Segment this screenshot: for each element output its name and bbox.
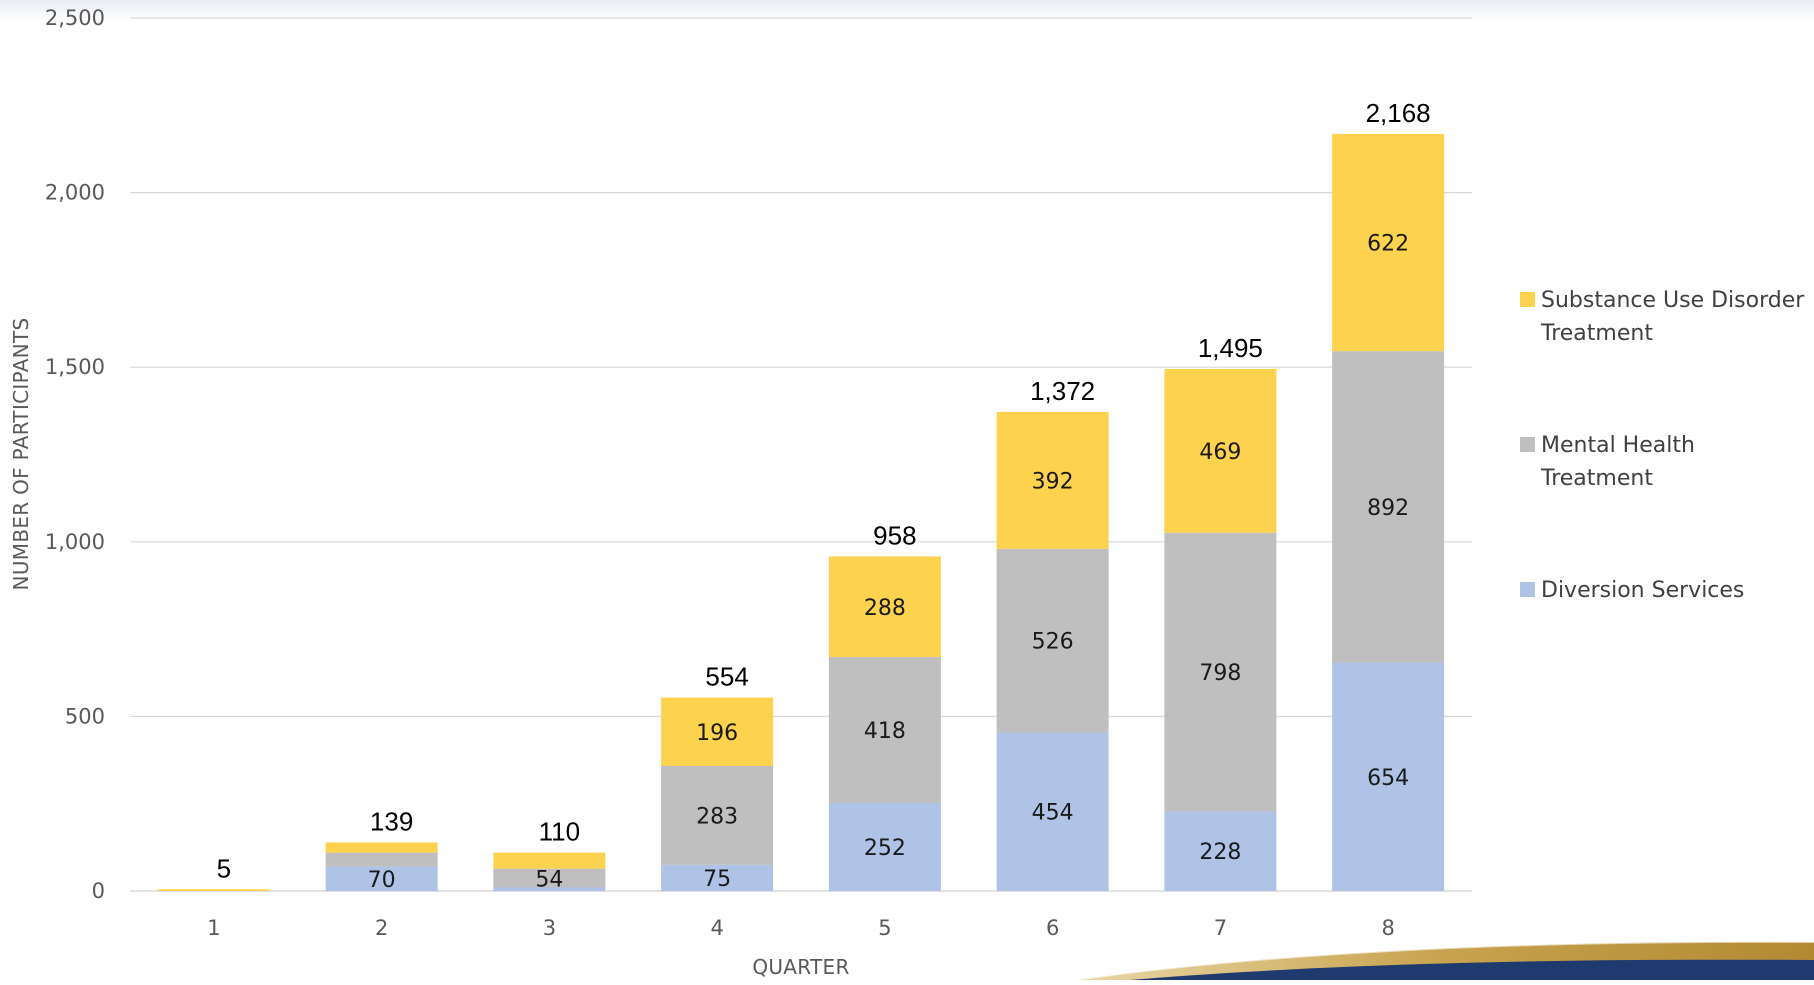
x-tick-label: 3	[543, 916, 556, 940]
bar-segment	[828, 657, 941, 804]
y-tick-label: 1,500	[45, 355, 105, 379]
decorative-swoosh	[1074, 940, 1814, 981]
axis-titles: QUARTER NUMBER OF PARTICIPANTS	[9, 318, 849, 979]
x-tick-label: 8	[1381, 916, 1394, 940]
y-axis: 0 500 1,000 1,500 2,000 2,500	[45, 6, 105, 903]
bar-segment	[325, 866, 438, 891]
data-label: 454	[1032, 801, 1074, 826]
bar-segment	[828, 803, 941, 891]
data-label: 283	[696, 804, 738, 829]
legend-label: Substance Use Disorder	[1541, 288, 1805, 313]
y-tick-label: 2,000	[45, 181, 105, 205]
total-label: 554	[705, 662, 748, 692]
data-label: 654	[1367, 766, 1409, 791]
data-label: 469	[1199, 440, 1241, 465]
x-tick-label: 2	[375, 916, 388, 940]
data-label: 622	[1367, 232, 1409, 257]
total-label: 110	[539, 817, 580, 847]
total-label: 139	[370, 806, 413, 836]
bar-segment	[493, 868, 606, 888]
x-tick-label: 1	[207, 916, 220, 940]
y-tick-label: 2,500	[45, 6, 105, 30]
data-label: 70	[368, 868, 396, 893]
bars: 5 70 139 54 110 75 283 196 554 252 418 288 958 454 526…	[157, 98, 1445, 893]
bar-segment	[661, 697, 774, 766]
top-fade-band	[0, 0, 1814, 22]
bar-segment	[325, 852, 438, 867]
bar-segment	[1332, 133, 1445, 352]
bar-segment	[325, 842, 438, 853]
legend-label: Treatment	[1540, 321, 1653, 346]
bar-segment	[493, 852, 606, 869]
bar-segment	[1332, 351, 1445, 663]
y-tick-label: 1,000	[45, 530, 105, 554]
data-label: 196	[696, 721, 738, 746]
y-axis-title: NUMBER OF PARTICIPANTS	[9, 318, 33, 591]
legend-swatch	[1520, 437, 1535, 452]
legend-label: Diversion Services	[1541, 578, 1744, 603]
x-tick-label: 6	[1046, 916, 1059, 940]
data-label: 392	[1032, 469, 1074, 494]
data-label: 75	[703, 867, 731, 892]
bar-segment	[157, 889, 270, 891]
bar-segment	[828, 556, 941, 658]
bar-segment	[1332, 662, 1445, 891]
bar-segment	[996, 732, 1109, 891]
data-label: 252	[864, 836, 906, 861]
bar-segment	[1164, 368, 1277, 533]
total-label: 5	[217, 853, 231, 883]
bar-segment	[493, 887, 606, 891]
data-label: 288	[864, 596, 906, 621]
y-tick-label: 0	[92, 879, 105, 903]
data-label: 228	[1199, 840, 1241, 865]
legend-swatch	[1520, 292, 1535, 307]
legend-swatch	[1520, 582, 1535, 597]
total-label: 958	[873, 520, 916, 550]
total-label: 2,168	[1366, 98, 1431, 128]
data-label: 798	[1199, 661, 1241, 686]
x-axis-title: QUARTER	[752, 955, 849, 979]
bar-segment	[661, 765, 774, 865]
data-label: 54	[535, 868, 563, 893]
x-tick-label: 7	[1214, 916, 1227, 940]
bar-segment	[661, 864, 774, 891]
data-label: 526	[1032, 630, 1074, 655]
bar-segment	[996, 411, 1109, 549]
total-label: 1,495	[1198, 333, 1263, 363]
data-label: 892	[1367, 496, 1409, 521]
x-axis: 1 2 3 4 5 6 7 8	[207, 916, 1395, 940]
bar-segment	[1164, 811, 1277, 891]
x-tick-label: 5	[878, 916, 891, 940]
bar-segment	[1164, 532, 1277, 812]
legend: Substance Use Disorder Treatment Mental He…	[1520, 288, 1805, 603]
total-label: 1,372	[1030, 376, 1095, 406]
legend-label: Treatment	[1540, 466, 1653, 491]
y-tick-label: 500	[65, 704, 105, 728]
legend-label: Mental Health	[1541, 433, 1695, 458]
x-tick-label: 4	[710, 916, 723, 940]
data-label: 418	[864, 719, 906, 744]
bar-segment	[996, 548, 1109, 733]
